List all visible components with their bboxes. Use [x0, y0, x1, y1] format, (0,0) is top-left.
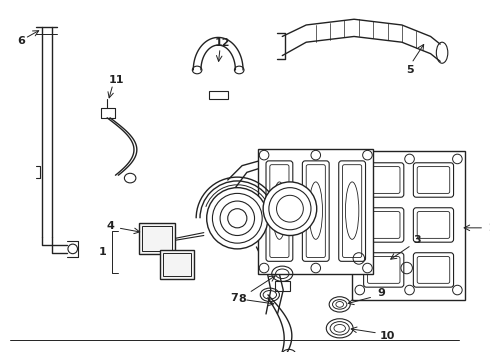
- Text: 4: 4: [106, 221, 114, 231]
- Bar: [209, 91, 228, 99]
- Bar: [142, 226, 172, 251]
- Text: 3: 3: [414, 235, 421, 245]
- Bar: [139, 223, 175, 254]
- Text: 7: 7: [231, 293, 238, 303]
- Bar: [163, 253, 192, 276]
- Text: 12: 12: [214, 38, 230, 48]
- Text: 2: 2: [488, 223, 490, 233]
- Text: 9: 9: [378, 288, 386, 298]
- Bar: [160, 250, 194, 279]
- Circle shape: [207, 188, 268, 249]
- Text: 10: 10: [380, 331, 395, 341]
- Text: 1: 1: [98, 247, 106, 257]
- Bar: [352, 151, 465, 300]
- Bar: [258, 149, 373, 274]
- Text: 6: 6: [17, 36, 25, 46]
- Text: 5: 5: [406, 65, 414, 75]
- Text: 11: 11: [109, 75, 124, 85]
- Bar: [274, 282, 290, 291]
- Polygon shape: [340, 249, 421, 280]
- Circle shape: [263, 182, 317, 235]
- Text: 8: 8: [238, 294, 246, 303]
